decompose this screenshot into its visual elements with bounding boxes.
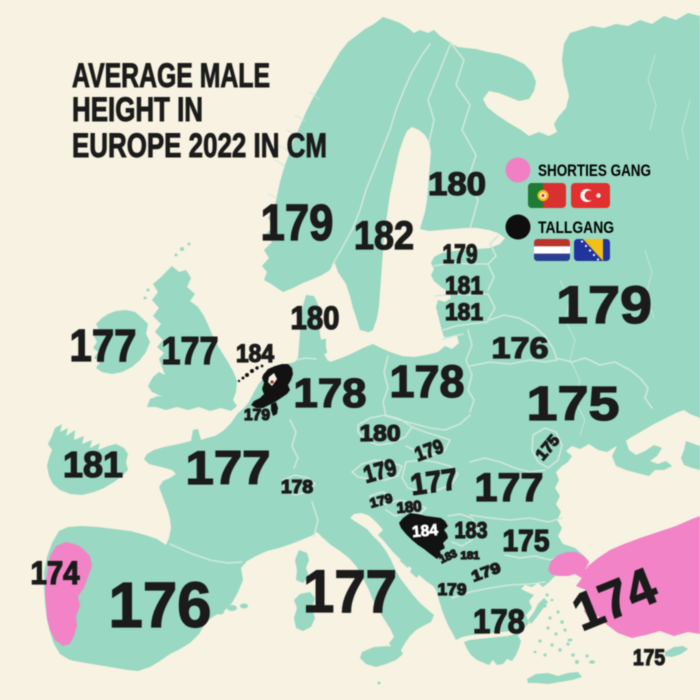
svg-text:177: 177 bbox=[70, 320, 137, 371]
svg-text:183: 183 bbox=[455, 517, 488, 543]
svg-text:178: 178 bbox=[281, 477, 313, 497]
svg-text:AVERAGE MALE: AVERAGE MALE bbox=[72, 57, 270, 95]
svg-text:175: 175 bbox=[633, 645, 665, 670]
svg-text:EUROPE 2022 IN CM: EUROPE 2022 IN CM bbox=[72, 127, 327, 165]
svg-text:178: 178 bbox=[390, 356, 465, 407]
svg-text:180: 180 bbox=[428, 166, 486, 202]
svg-text:177: 177 bbox=[162, 330, 219, 373]
svg-text:177: 177 bbox=[186, 441, 271, 494]
svg-text:181: 181 bbox=[63, 444, 123, 485]
svg-text:175: 175 bbox=[527, 378, 620, 431]
svg-text:174: 174 bbox=[31, 555, 80, 591]
svg-text:184: 184 bbox=[411, 522, 438, 541]
svg-text:HEIGHT IN: HEIGHT IN bbox=[72, 91, 203, 129]
svg-text:181: 181 bbox=[461, 550, 480, 562]
svg-text:TALLGANG: TALLGANG bbox=[538, 218, 614, 237]
svg-text:181: 181 bbox=[445, 299, 483, 326]
svg-text:179: 179 bbox=[556, 276, 652, 335]
svg-text:184: 184 bbox=[236, 340, 274, 368]
svg-text:180: 180 bbox=[291, 300, 340, 336]
svg-text:177: 177 bbox=[303, 558, 397, 625]
svg-text:178: 178 bbox=[294, 370, 367, 416]
svg-text:179: 179 bbox=[261, 194, 334, 251]
svg-text:176: 176 bbox=[492, 332, 549, 365]
svg-text:182: 182 bbox=[354, 214, 414, 258]
svg-text:175: 175 bbox=[503, 523, 550, 558]
svg-text:179: 179 bbox=[443, 239, 478, 269]
svg-text:176: 176 bbox=[109, 569, 212, 641]
svg-text:SHORTIES GANG: SHORTIES GANG bbox=[538, 161, 651, 180]
svg-text:180: 180 bbox=[360, 420, 401, 446]
svg-text:177: 177 bbox=[475, 466, 544, 510]
svg-text:179: 179 bbox=[368, 490, 394, 510]
svg-text:181: 181 bbox=[445, 272, 483, 300]
svg-text:179: 179 bbox=[438, 580, 467, 599]
svg-text:177: 177 bbox=[409, 463, 460, 502]
svg-text:178: 178 bbox=[473, 603, 525, 641]
svg-text:179: 179 bbox=[244, 407, 270, 424]
svg-text:180: 180 bbox=[396, 498, 422, 517]
